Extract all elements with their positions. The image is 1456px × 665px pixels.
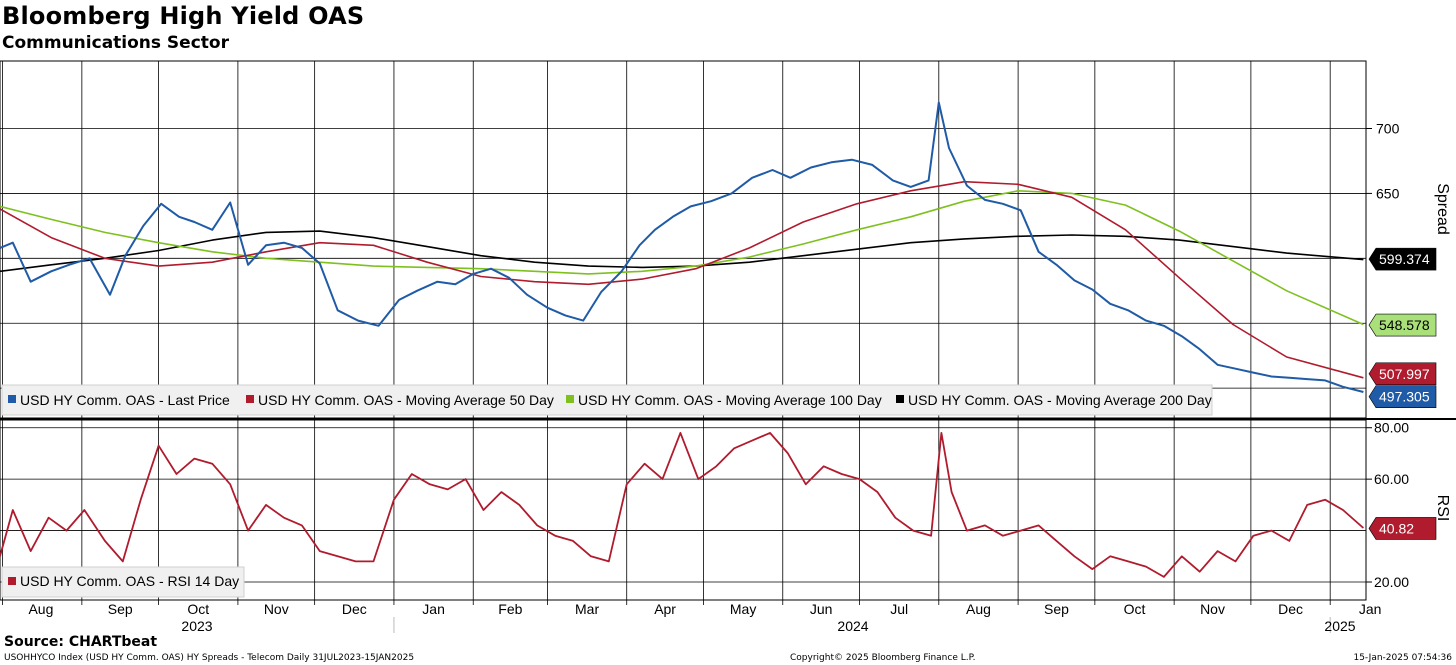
legend-swatch (8, 577, 16, 585)
x-tick-label-month: May (730, 601, 756, 617)
chart-title: Bloomberg High Yield OAS (2, 2, 365, 30)
x-tick-label-month: Nov (1200, 601, 1225, 617)
last-value-tag-ma100: 548.578 (1379, 317, 1430, 333)
x-tick-label-month: Dec (1278, 601, 1303, 617)
x-tick-label-month: Dec (342, 601, 367, 617)
y-tick-label-bottom: 60.00 (1374, 471, 1409, 487)
legend-label: USD HY Comm. OAS - Moving Average 100 Da… (578, 392, 882, 408)
last-value-tag-ma200: 599.374 (1379, 251, 1430, 267)
y-axis-title-rsi: RSI (1434, 495, 1451, 522)
last-value-tag-ma100-box (1368, 313, 1437, 337)
last-value-tag-rsi: 40.82 (1379, 520, 1414, 536)
legend-swatch (896, 395, 904, 403)
x-tick-label-month: Jun (810, 601, 833, 617)
legend-swatch (566, 395, 574, 403)
x-tick-label-month: Aug (28, 601, 53, 617)
top-plot-frame (0, 60, 1367, 419)
y-tick-label-top: 650 (1376, 185, 1400, 201)
legend-label: USD HY Comm. OAS - RSI 14 Day (20, 573, 239, 589)
source-label: Source: CHARTbeat (4, 634, 158, 650)
last-value-tag-ma50-box (1368, 362, 1437, 386)
ma100-line (0, 190, 1364, 326)
x-tick-label-month: Oct (1124, 601, 1146, 617)
last-price-line (0, 101, 1364, 393)
legend-label: USD HY Comm. OAS - Moving Average 50 Day (258, 392, 554, 408)
x-year-label: 2023 (181, 618, 212, 634)
last-value-tag-rsi-box (1368, 517, 1437, 540)
y-tick-label-bottom: 80.00 (1374, 420, 1409, 436)
last-value-tag-ma200-box (1368, 247, 1437, 271)
x-tick-label-month: Mar (575, 601, 599, 617)
y-tick-label-bottom: 20.00 (1374, 574, 1409, 590)
legend-box-bottom (1, 566, 245, 598)
x-tick-label-month: Jul (890, 601, 908, 617)
ma200-line (0, 230, 1364, 273)
y-tick-label-top: 700 (1376, 121, 1400, 137)
legend-label: USD HY Comm. OAS - Last Price (20, 392, 230, 408)
x-tick-label-month: Apr (654, 601, 676, 617)
x-tick-label-month: Sep (1044, 601, 1069, 617)
x-year-label: 2025 (1324, 618, 1355, 634)
x-tick-label-month: Aug (966, 601, 991, 617)
legend-box-top (1, 384, 1213, 416)
x-tick-label-month: Nov (264, 601, 289, 617)
index-description: USOHHYCO Index (USD HY Comm. OAS) HY Spr… (4, 653, 415, 663)
chart-subtitle: Communications Sector (2, 33, 229, 53)
rsi14-line (0, 431, 1364, 578)
ma50-line (0, 180, 1364, 379)
x-tick-label-month: Feb (498, 601, 522, 617)
copyright-notice: Copyright© 2025 Bloomberg Finance L.P. (790, 653, 976, 663)
timestamp: 15-Jan-2025 07:54:36 (1353, 653, 1452, 663)
last-value-tag-ma50: 507.997 (1379, 366, 1430, 382)
x-tick-label-month: Jan (1359, 601, 1382, 617)
x-tick-label-month: Oct (187, 601, 209, 617)
x-tick-label-month: Sep (108, 601, 133, 617)
y-axis-title-spread: Spread (1434, 183, 1451, 235)
legend-label: USD HY Comm. OAS - Moving Average 200 Da… (908, 392, 1212, 408)
x-tick-label-month: Jan (422, 601, 445, 617)
last-value-tag-last-price-box (1368, 385, 1437, 408)
last-value-tag-last-price: 497.305 (1379, 389, 1430, 405)
legend-swatch (8, 395, 16, 403)
x-year-label: 2024 (837, 618, 868, 634)
legend-swatch (246, 395, 254, 403)
